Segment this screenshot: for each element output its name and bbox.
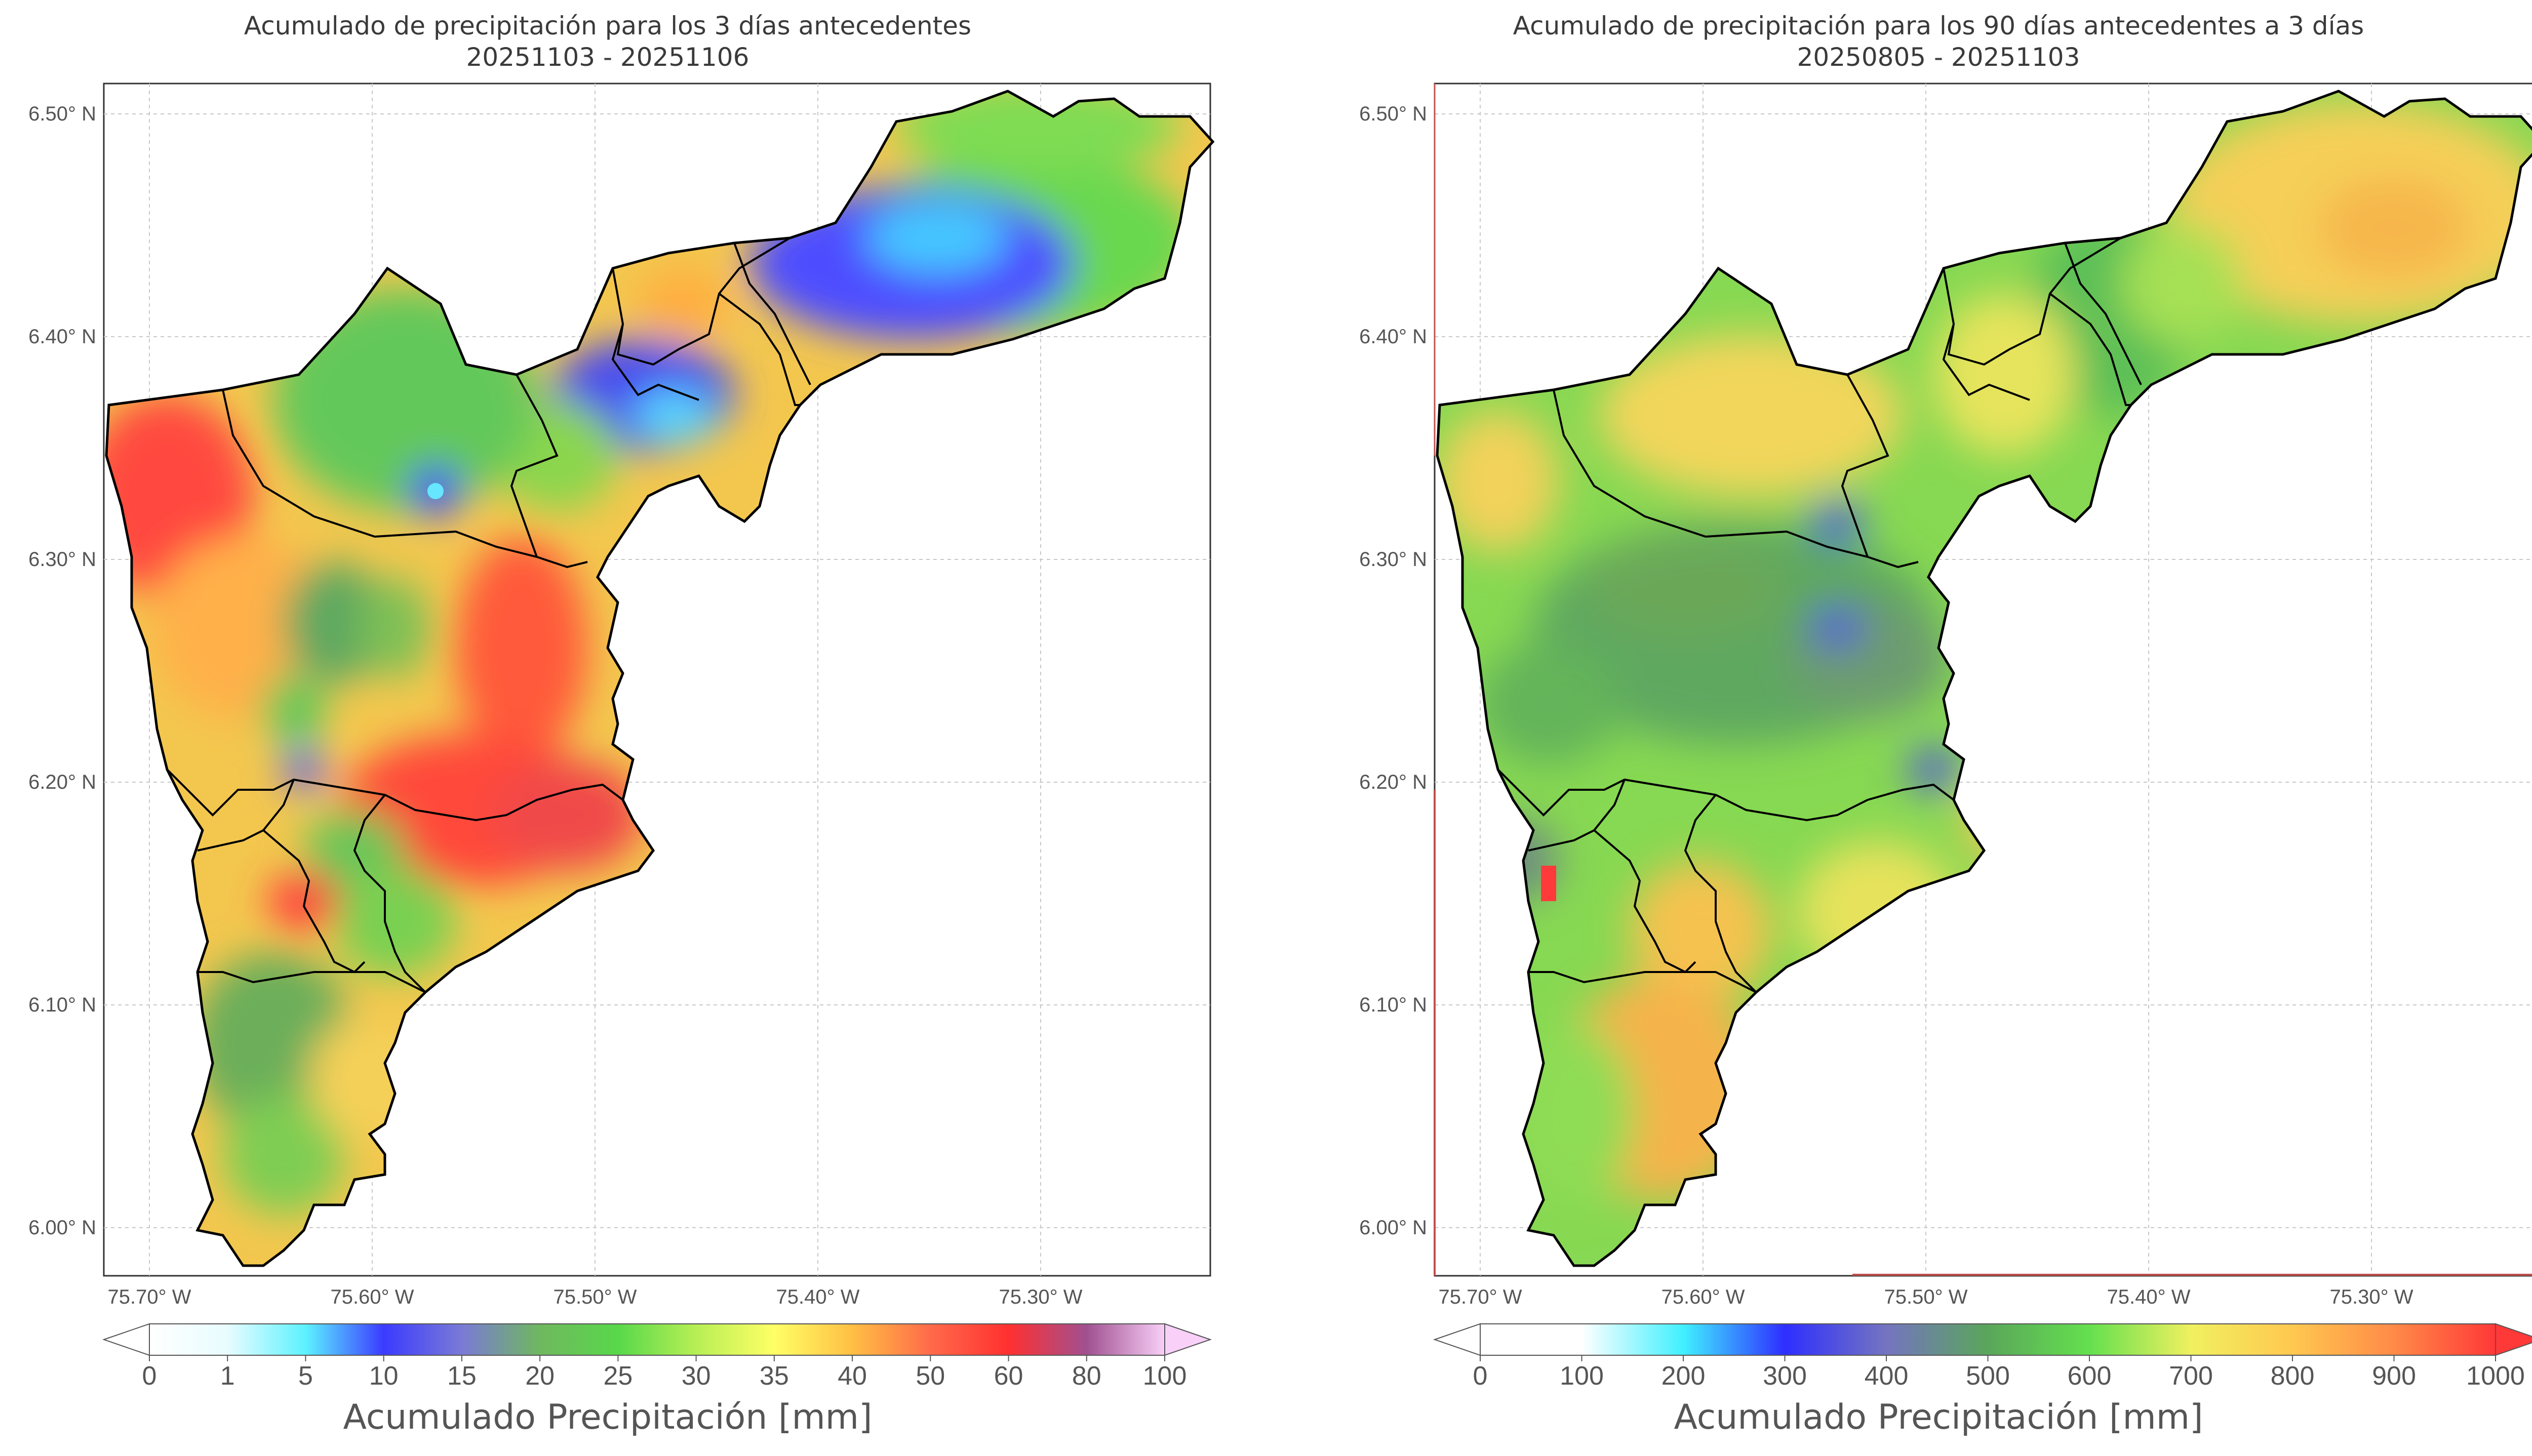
lon-tick: 75.30° W	[2330, 1286, 2414, 1308]
lat-tick: 6.50° N	[28, 103, 96, 125]
lat-tick: 6.20° N	[1359, 771, 1427, 793]
panel-title: Acumulado de precipitación para los 90 d…	[1513, 11, 2364, 41]
colorbar-tick-label: 40	[838, 1361, 867, 1391]
colorbar-tick-label: 0	[142, 1361, 157, 1391]
colorbar-tick-label: 100	[1143, 1361, 1187, 1391]
lat-tick: 6.10° N	[1359, 994, 1427, 1016]
colorbar-tick-label: 50	[916, 1361, 945, 1391]
colorbar-tick-label: 80	[1072, 1361, 1101, 1391]
lon-tick: 75.40° W	[2107, 1286, 2191, 1308]
colorbar-tick-label: 500	[1966, 1361, 2010, 1391]
lon-tick: 75.60° W	[331, 1286, 414, 1308]
lon-tick: 75.70° W	[108, 1286, 191, 1308]
colorbar-tick-label: 1	[220, 1361, 235, 1391]
panel-date-range: 20250805 - 20251103	[1797, 43, 2080, 72]
colorbar-tick-label: 10	[369, 1361, 399, 1391]
colorbar-min-arrow	[102, 1323, 150, 1356]
colorbar-tick-label: 100	[1560, 1361, 1604, 1391]
colorbar-tick-label: 300	[1763, 1361, 1807, 1391]
colorbar-tick-label: 30	[682, 1361, 711, 1391]
lat-tick: 6.50° N	[1359, 103, 1427, 125]
colorbar-tick-label: 1000	[2466, 1361, 2525, 1391]
colorbar-tick-label: 25	[603, 1361, 632, 1391]
panel-date-range: 20251103 - 20251106	[466, 43, 749, 72]
colorbar-label: Acumulado Precipitación [mm]	[1674, 1397, 2203, 1437]
lon-tick: 75.60° W	[1661, 1286, 1745, 1308]
colorbar-max-arrow	[2495, 1323, 2532, 1356]
colorbar: 0 1 5 10 15 20 25 30 35 40 50 60 80 100	[102, 1323, 1212, 1391]
colorbar-tick-label: 15	[447, 1361, 477, 1391]
colorbar-tick-label: 35	[760, 1361, 789, 1391]
lat-tick: 6.30° N	[1359, 548, 1427, 571]
lon-tick: 75.30° W	[999, 1286, 1083, 1308]
lat-tick: 6.10° N	[28, 994, 96, 1016]
colorbar-tick-label: 60	[994, 1361, 1023, 1391]
colorbar-tick-label: 0	[1473, 1361, 1488, 1391]
lat-tick: 6.00° N	[28, 1217, 96, 1239]
colorbar-tick-label: 700	[2169, 1361, 2213, 1391]
colorbar-tick-label: 200	[1661, 1361, 1706, 1391]
colorbar-gradient	[149, 1323, 1165, 1356]
colorbar-max-arrow	[1164, 1323, 1212, 1356]
colorbar-tick-label: 20	[525, 1361, 555, 1391]
lon-tick: 75.40° W	[776, 1286, 860, 1308]
lat-tick: 6.40° N	[28, 326, 96, 348]
lon-tick: 75.50° W	[553, 1286, 637, 1308]
colorbar-label: Acumulado Precipitación [mm]	[343, 1397, 873, 1437]
colorbar: 0 100 200 300 400 500 600 700 800 900 1000	[1433, 1323, 2532, 1391]
lat-tick: 6.30° N	[28, 548, 96, 571]
municipal-boundaries	[166, 237, 811, 993]
colorbar-tick-label: 900	[2372, 1361, 2416, 1391]
colorbar-tick-label: 800	[2271, 1361, 2315, 1391]
longitude-axis: 75.70° W 75.60° W 75.50° W 75.40° W 75.3…	[1439, 1286, 2414, 1308]
panel-title: Acumulado de precipitación para los 3 dí…	[244, 11, 972, 41]
precipitation-map-3-day: 6.50° N 6.40° N 6.30° N 6.20° N 6.10° N …	[28, 83, 1266, 1391]
precipitation-map-90-day: 6.50° N 6.40° N 6.30° N 6.20° N 6.10° N …	[1359, 83, 2532, 1391]
latitude-axis: 6.50° N 6.40° N 6.30° N 6.20° N 6.10° N …	[1359, 103, 1427, 1239]
panel-90-day-accumulation: Acumulado de precipitación para los 90 d…	[1331, 0, 2532, 1456]
municipal-boundaries	[1497, 237, 2142, 993]
colorbar-tick-label: 600	[2068, 1361, 2112, 1391]
lat-tick: 6.00° N	[1359, 1217, 1427, 1239]
colorbar-min-arrow	[1433, 1323, 1481, 1356]
longitude-axis: 75.70° W 75.60° W 75.50° W 75.40° W 75.3…	[108, 1286, 1083, 1308]
lat-tick: 6.20° N	[28, 771, 96, 793]
colorbar-tick-label: 5	[298, 1361, 313, 1391]
lon-tick: 75.50° W	[1884, 1286, 1968, 1308]
colorbar-tick-label: 400	[1865, 1361, 1909, 1391]
panel-3-day-accumulation: Acumulado de precipitación para los 3 dí…	[28, 11, 1266, 1437]
lon-tick: 75.70° W	[1439, 1286, 1522, 1308]
colorbar-gradient	[1480, 1323, 2496, 1356]
lat-tick: 6.40° N	[1359, 326, 1427, 348]
latitude-axis: 6.50° N 6.40° N 6.30° N 6.20° N 6.10° N …	[28, 103, 96, 1239]
